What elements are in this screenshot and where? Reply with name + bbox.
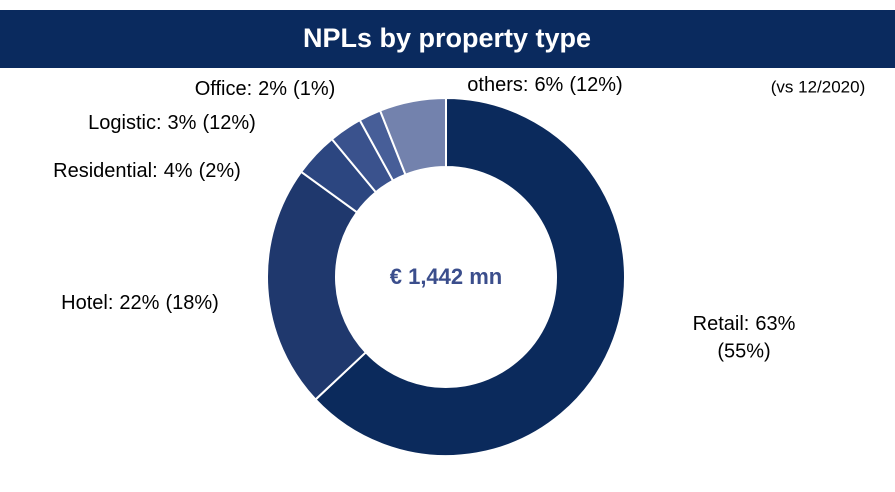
value-label: 3%	[168, 112, 197, 134]
title-banner	[0, 10, 895, 68]
prev-value-label: (2%)	[199, 160, 241, 182]
slice-label: Logistic: 3% (12%)	[88, 112, 256, 134]
value-label: 6%	[534, 74, 563, 96]
category-label: Retail:	[693, 313, 750, 335]
value-label: 22%	[119, 292, 159, 314]
slice-label: Residential: 4% (2%)	[53, 160, 241, 182]
chart-title: NPLs by property type	[303, 23, 591, 53]
category-label: Office:	[195, 78, 252, 100]
value-label: 63%	[755, 313, 795, 335]
note: (vs 12/2020)	[771, 77, 866, 96]
category-label: others:	[467, 74, 528, 96]
category-label: Logistic:	[88, 112, 161, 134]
donut-slice	[378, 96, 447, 177]
category-label: Residential:	[53, 160, 158, 182]
prev-value-label: (1%)	[293, 78, 335, 100]
donut-slice	[314, 96, 626, 457]
prev-value-label: (55%)	[717, 340, 770, 362]
slice-label: Office: 2% (1%)	[195, 78, 336, 100]
center-label: € 1,442 mn	[390, 264, 503, 289]
donut-slice	[266, 170, 368, 401]
prev-value-label: (18%)	[165, 292, 218, 314]
prev-value-label: (12%)	[569, 74, 622, 96]
slice-label: Retail: 63%	[693, 313, 796, 335]
category-label: Hotel:	[61, 292, 113, 314]
slice-label: others: 6% (12%)	[467, 74, 622, 96]
prev-value-label: (12%)	[202, 112, 255, 134]
value-label: 2%	[258, 78, 287, 100]
slice-label: Hotel: 22% (18%)	[61, 292, 219, 314]
value-label: 4%	[164, 160, 193, 182]
